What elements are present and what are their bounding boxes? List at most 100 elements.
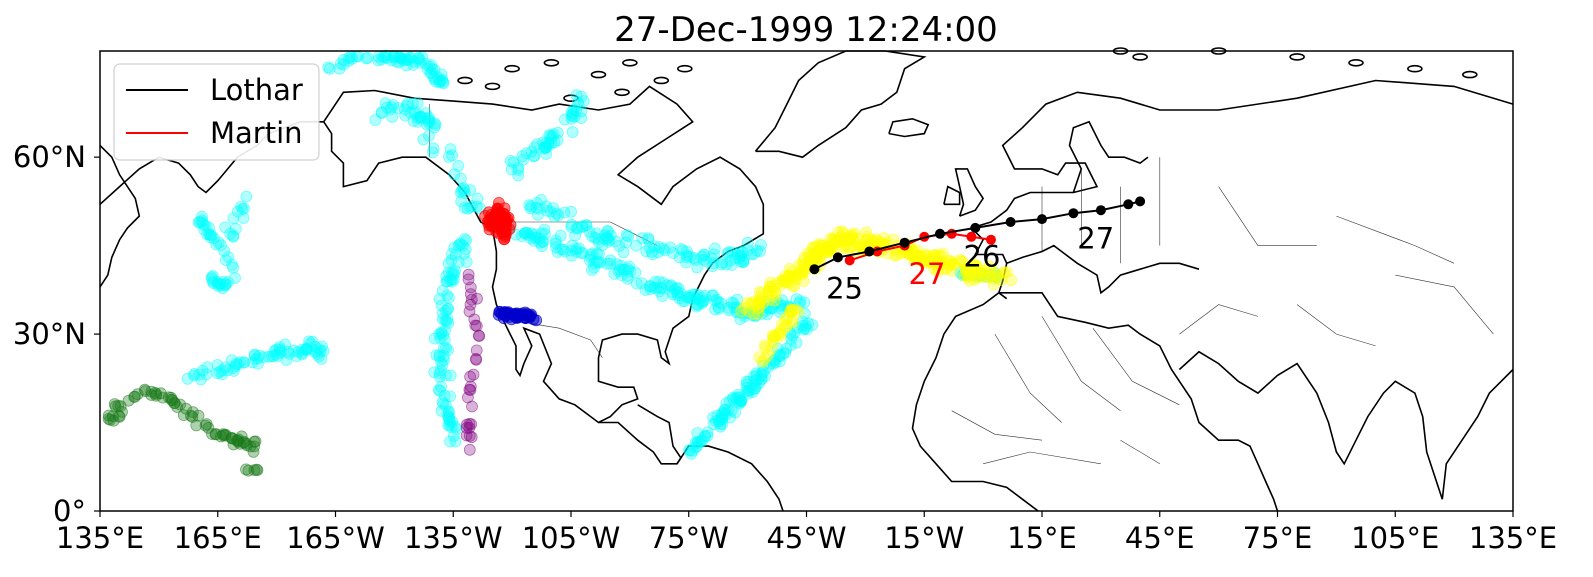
x-tick-label: 135°W <box>404 521 503 555</box>
trajectory-point <box>437 75 450 88</box>
yellow-southwest <box>735 247 827 320</box>
x-tick-label: 45°W <box>766 521 846 555</box>
trajectory-point <box>709 303 721 316</box>
cyan-arc-north <box>322 49 450 90</box>
country-border <box>1120 439 1160 465</box>
island-outline <box>504 64 520 73</box>
trajectory-point <box>496 222 509 235</box>
island-outline <box>484 82 501 91</box>
trajectory-point <box>748 248 760 260</box>
trajectory-point <box>467 368 480 381</box>
trajectory-point <box>424 67 437 80</box>
trajectory-point <box>565 205 577 218</box>
island-outline <box>590 70 607 79</box>
trajectory-point <box>524 202 537 215</box>
trajectory-point <box>211 359 224 371</box>
trajectory-point <box>759 339 771 352</box>
trajectory-point <box>466 400 478 413</box>
x-tick-label: 105°E <box>1351 521 1439 555</box>
trajectory-point <box>971 271 984 284</box>
trajectory-point <box>461 202 474 215</box>
trajectory-point <box>462 268 475 281</box>
trajectory-point <box>984 270 997 283</box>
trajectory-point <box>400 100 413 112</box>
trajectory-point <box>468 313 481 326</box>
trajectory-point <box>229 222 242 235</box>
country-border <box>983 451 1101 465</box>
trajectory-point <box>442 302 455 315</box>
trajectory-point <box>386 111 399 123</box>
trajectory-point <box>502 306 515 319</box>
trajectory-point <box>528 149 541 162</box>
country-border <box>610 221 658 246</box>
trajectory-point <box>640 245 653 258</box>
trajectory-point <box>661 279 673 292</box>
trajectory-point <box>630 277 643 290</box>
trajectory-point <box>565 112 578 125</box>
trajectory-point <box>630 239 642 252</box>
island-outline <box>1289 53 1305 61</box>
trajectory-point <box>215 239 227 252</box>
green-tail <box>240 463 264 477</box>
trajectory-point <box>471 292 483 305</box>
trajectory-point <box>656 290 669 303</box>
legend-label-martin: Martin <box>210 116 303 150</box>
trajectory-point <box>433 349 446 362</box>
trajectory-point <box>406 97 419 110</box>
trajectory-point <box>945 265 958 278</box>
trajectory-point <box>238 202 250 215</box>
trajectory-point <box>537 136 549 149</box>
trajectory-point <box>727 391 739 404</box>
trajectory-point <box>690 298 703 311</box>
trajectory-point <box>464 298 477 311</box>
trajectory-point <box>711 409 724 422</box>
country-border <box>1041 316 1121 411</box>
trajectory-point <box>452 256 465 269</box>
trajectory-point <box>504 155 517 167</box>
trajectory-point <box>433 370 446 383</box>
trajectory-point <box>731 248 744 261</box>
trajectory-point <box>413 54 426 67</box>
x-tick-label: 105°W <box>522 521 621 555</box>
trajectory-point <box>240 190 253 203</box>
island-outline <box>1462 70 1478 79</box>
day-label-lothar: 25 <box>826 272 863 306</box>
trajectory-point <box>265 350 278 363</box>
coast-north-africa <box>998 292 1279 512</box>
y-tick-label: 60°N <box>13 140 86 174</box>
coast-kamchatka <box>99 144 141 288</box>
trajectory-point <box>218 245 231 257</box>
trajectory-point <box>237 436 250 449</box>
trajectory-point <box>741 296 754 309</box>
trajectory-point <box>780 319 793 332</box>
trajectory-point <box>741 236 754 249</box>
trajectory-point <box>796 268 809 281</box>
y-axis-ticks: 60°N 30°N 0° <box>13 140 100 528</box>
trajectory-point <box>462 273 475 286</box>
trajectory-point <box>583 254 596 267</box>
cyan-caribbean <box>683 307 819 460</box>
trajectory-point <box>446 247 458 260</box>
trajectory-point <box>764 276 777 289</box>
trajectory-point <box>436 284 449 297</box>
coast-africa-middle-east <box>911 292 1039 512</box>
trajectory-point <box>620 236 632 249</box>
trajectory-point <box>444 369 457 382</box>
trajectory-point <box>725 259 738 271</box>
trajectory-clouds <box>102 49 1018 477</box>
trajectory-point <box>471 192 484 205</box>
blue-cluster <box>492 305 543 327</box>
trajectory-point <box>787 304 800 317</box>
trajectory-point <box>586 264 598 276</box>
country-border <box>951 410 1043 441</box>
coast-ireland <box>943 185 961 206</box>
x-tick-label: 135°E <box>1469 521 1557 555</box>
trajectory-point <box>248 348 261 361</box>
trajectory-point <box>767 331 780 344</box>
x-tick-label: 45°E <box>1125 521 1195 555</box>
trajectory-point <box>771 342 784 355</box>
trajectory-point <box>441 303 454 316</box>
trajectory-point <box>439 399 452 412</box>
trajectory-point <box>209 428 222 441</box>
trajectory-point <box>417 133 430 146</box>
